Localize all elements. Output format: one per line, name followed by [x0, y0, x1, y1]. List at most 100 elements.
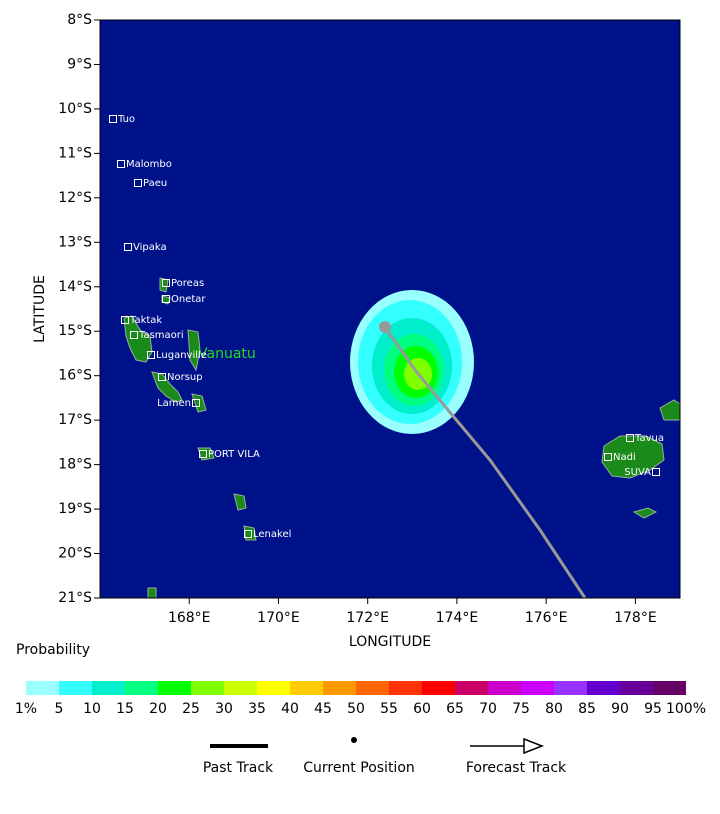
place-marker [162, 295, 170, 303]
legend-item: Forecast Track [466, 760, 567, 776]
colorbar-swatch [257, 681, 290, 695]
place-marker [158, 373, 166, 381]
colorbar-label: 25 [182, 701, 200, 717]
forecast-track-arrow [523, 737, 545, 755]
place-marker [147, 351, 155, 359]
lon-tick-label: 168°E [168, 610, 211, 626]
colorbar-swatch [92, 681, 125, 695]
colorbar-label: 50 [347, 701, 365, 717]
place-marker [244, 530, 252, 538]
place-marker [134, 179, 142, 187]
place-marker [162, 279, 170, 287]
place-label: Nadi [613, 452, 636, 463]
place-marker [604, 453, 612, 461]
lat-tick-label: 21°S [58, 590, 92, 606]
place-marker [192, 399, 200, 407]
place-label: Tuo [117, 114, 135, 125]
lon-tick-label: 176°E [525, 610, 568, 626]
lon-tick-label: 178°E [614, 610, 657, 626]
colorbar-swatch [422, 681, 455, 695]
lon-tick-label: 174°E [436, 610, 479, 626]
place-marker [121, 316, 129, 324]
colorbar-swatch [455, 681, 488, 695]
lat-tick-label: 14°S [58, 279, 92, 295]
colorbar-label: 10 [83, 701, 101, 717]
lat-tick-label: 8°S [67, 12, 92, 28]
current-position-symbol [351, 737, 357, 743]
lat-tick-label: 10°S [58, 101, 92, 117]
lat-tick-label: 15°S [58, 323, 92, 339]
colorbar-swatch [356, 681, 389, 695]
place-label: SUVA [624, 467, 651, 478]
colorbar-label: 55 [380, 701, 398, 717]
place-marker [117, 160, 125, 168]
colorbar-swatch [389, 681, 422, 695]
lat-tick-label: 19°S [58, 501, 92, 517]
lon-tick-label: 172°E [346, 610, 389, 626]
place-marker [109, 115, 117, 123]
place-label: Tavua [634, 433, 664, 444]
colorbar-swatch [125, 681, 158, 695]
colorbar-label: 80 [545, 701, 563, 717]
place-marker [626, 434, 634, 442]
colorbar-swatch [224, 681, 257, 695]
colorbar-swatch [323, 681, 356, 695]
place-marker [199, 450, 207, 458]
place-label: Vipaka [133, 242, 167, 253]
place-label: Taktak [129, 315, 162, 326]
colorbar-swatch [488, 681, 521, 695]
colorbar-swatch [26, 681, 59, 695]
colorbar-swatch [290, 681, 323, 695]
colorbar-label: 60 [413, 701, 431, 717]
colorbar-label: 35 [248, 701, 266, 717]
place-label: Lenakel [253, 529, 291, 540]
current-position-marker [379, 321, 391, 333]
map-frame [99, 19, 681, 599]
lat-tick-label: 20°S [58, 546, 92, 562]
islands [123, 277, 681, 599]
colorbar-label: 45 [314, 701, 332, 717]
colorbar-swatch [59, 681, 92, 695]
place-marker [130, 331, 138, 339]
place-label: Malombo [126, 159, 172, 170]
colorbar-swatch [587, 681, 620, 695]
place-label: Tasmaori [138, 330, 184, 341]
place-label: Norsup [167, 372, 203, 383]
colorbar-swatch [653, 681, 686, 695]
colorbar-swatch [620, 681, 653, 695]
y-axis-label: LATITUDE [32, 275, 48, 343]
colorbar-label: 40 [281, 701, 299, 717]
legend-item: Past Track [203, 760, 274, 776]
forecast-track-line [383, 326, 587, 599]
probability-contours [350, 290, 474, 434]
colorbar-label: 20 [149, 701, 167, 717]
x-axis-label: LONGITUDE [349, 634, 431, 650]
lat-tick-label: 12°S [58, 190, 92, 206]
lat-tick-label: 16°S [58, 368, 92, 384]
colorbar-label: 15 [116, 701, 134, 717]
lat-tick-label: 11°S [58, 145, 92, 161]
place-marker [124, 243, 132, 251]
lon-tick-label: 170°E [257, 610, 300, 626]
legend-title: Probability [16, 642, 90, 658]
place-label: Onetar [171, 294, 206, 305]
place-label: Luganville [156, 350, 207, 361]
place-label: PORT VILA [208, 449, 260, 460]
colorbar-swatch [158, 681, 191, 695]
colorbar-swatch [521, 681, 554, 695]
colorbar-swatch [191, 681, 224, 695]
place-label: Paeu [143, 178, 167, 189]
colorbar-label: 85 [578, 701, 596, 717]
colorbar-label: 1% [15, 701, 37, 717]
lat-tick-label: 13°S [58, 234, 92, 250]
place-label: Poreas [171, 278, 204, 289]
lat-tick-label: 9°S [67, 56, 92, 72]
colorbar-label: 95 [644, 701, 662, 717]
lat-tick-label: 18°S [58, 457, 92, 473]
colorbar-label: 75 [512, 701, 530, 717]
colorbar-label: 30 [215, 701, 233, 717]
place-marker [652, 468, 660, 476]
legend-item: Current Position [303, 760, 415, 776]
country-label: Vanuatu [198, 346, 256, 362]
